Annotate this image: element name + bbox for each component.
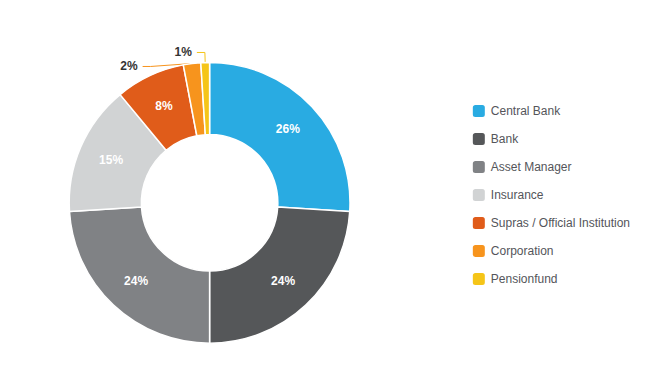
svg-text:8%: 8% [155, 99, 173, 113]
svg-text:Pensionfund: Pensionfund [491, 272, 558, 286]
svg-text:15%: 15% [99, 153, 123, 167]
svg-text:26%: 26% [276, 122, 300, 136]
svg-text:Bank: Bank [491, 132, 519, 146]
svg-text:Supras / Official Institution: Supras / Official Institution [491, 216, 630, 230]
svg-text:1%: 1% [175, 45, 193, 59]
svg-text:24%: 24% [271, 274, 295, 288]
svg-text:Asset Manager: Asset Manager [491, 160, 572, 174]
svg-text:24%: 24% [124, 274, 148, 288]
svg-text:Corporation: Corporation [491, 244, 554, 258]
svg-text:2%: 2% [120, 59, 138, 73]
svg-text:Central Bank: Central Bank [491, 104, 561, 118]
svg-text:Insurance: Insurance [491, 188, 544, 202]
